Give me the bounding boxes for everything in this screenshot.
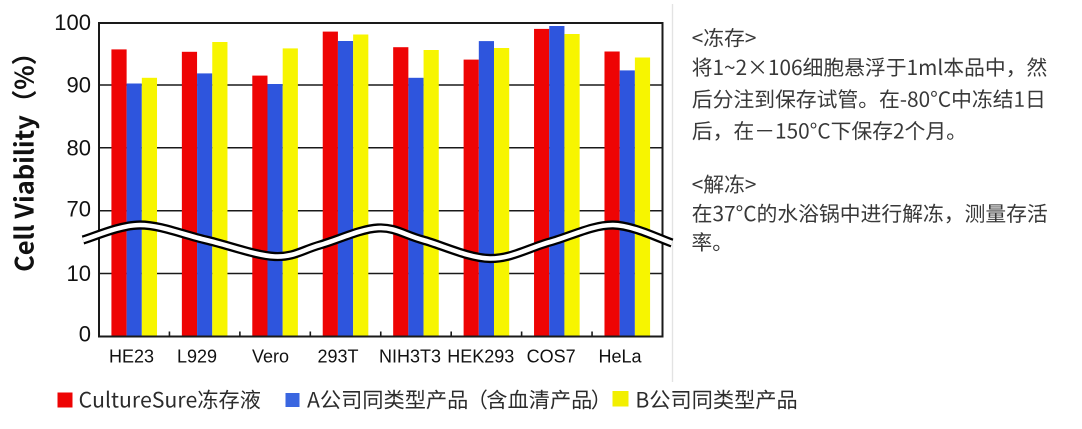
svg-text:COS7: COS7 [527, 347, 576, 367]
svg-text:0: 0 [79, 322, 91, 347]
svg-text:293T: 293T [317, 347, 358, 367]
svg-text:10: 10 [67, 261, 91, 286]
svg-text:Vero: Vero [252, 347, 289, 367]
svg-text:90: 90 [67, 73, 91, 98]
svg-text:100: 100 [54, 10, 91, 35]
svg-text:NIH3T3: NIH3T3 [379, 347, 441, 367]
svg-text:80: 80 [67, 135, 91, 160]
svg-text:HeLa: HeLa [598, 347, 642, 367]
svg-text:L929: L929 [177, 347, 217, 367]
svg-text:HE23: HE23 [109, 347, 154, 367]
svg-text:70: 70 [67, 197, 91, 222]
svg-text:HEK293: HEK293 [447, 347, 514, 367]
